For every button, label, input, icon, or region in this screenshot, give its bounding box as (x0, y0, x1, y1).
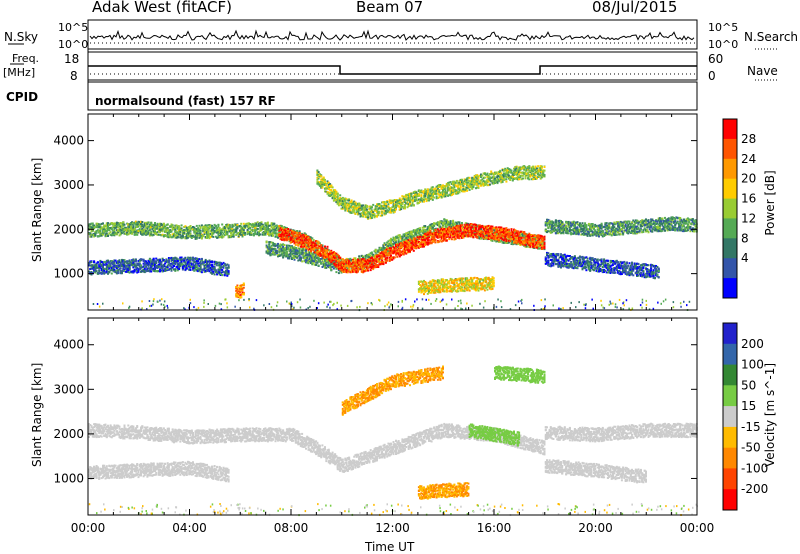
power-cell-band-0 (177, 236, 179, 238)
power-cell-band-0 (207, 231, 209, 233)
power-cell-band-0 (92, 223, 94, 225)
freq-trace (88, 66, 697, 74)
power-cell-band-0 (452, 220, 454, 222)
power-cell-band-0 (190, 225, 192, 227)
power-cell-band-0 (132, 226, 134, 228)
power-cell-band-0 (433, 225, 435, 227)
nsky-trace (90, 31, 694, 40)
power-cell-band-0 (134, 228, 136, 230)
power-cell-band-0 (154, 222, 156, 224)
power-cell-band-0 (150, 231, 152, 233)
power-cell-band-0 (267, 222, 269, 224)
power-cell-band-0 (196, 225, 198, 227)
power-cell-band-1 (111, 273, 113, 275)
power-cell-band-0 (215, 225, 217, 227)
power-cell-band-0 (229, 224, 231, 226)
power-cell-band-0 (99, 230, 101, 232)
power-cell-band-0 (240, 223, 242, 225)
power-cell-band-0 (214, 227, 216, 229)
power-cell-band-0 (358, 255, 360, 257)
power-cell-band-0 (461, 222, 463, 224)
power-cell-band-0 (273, 223, 275, 225)
power-cell-band-0 (174, 227, 176, 229)
power-cell-band-1 (96, 270, 98, 272)
power-cell-band-0 (272, 235, 274, 237)
power-cell-band-0 (375, 251, 377, 253)
power-cell-band-0 (244, 232, 246, 234)
power-cell-band-0 (102, 222, 104, 224)
power-cell-band-0 (371, 252, 373, 254)
power-cell-band-0 (200, 226, 202, 228)
power-cell-band-1 (115, 260, 117, 262)
power-cell-band-0 (450, 220, 452, 222)
power-cell-band-0 (259, 234, 261, 236)
power-cell-band-1 (97, 262, 99, 264)
power-cell-band-0 (200, 231, 202, 233)
power-cell-band-0 (94, 234, 96, 236)
power-cell-band-0 (178, 225, 180, 227)
power-cell-band-0 (122, 221, 124, 223)
power-cell-band-0 (243, 229, 245, 231)
power-cell-band-0 (419, 227, 421, 229)
power-cell-band-0 (183, 232, 185, 234)
power-cell-band-1 (96, 264, 98, 266)
power-cell-band-0 (141, 221, 143, 223)
power-cell-band-0 (124, 224, 126, 226)
power-cell-band-0 (313, 239, 315, 241)
power-cell-band-0 (148, 221, 150, 223)
nsky-panel-frame (88, 20, 697, 49)
power-cell-band-0 (236, 227, 238, 229)
power-cell-band-0 (108, 229, 110, 231)
power-cell-band-0 (167, 223, 169, 225)
power-cell-band-1 (117, 272, 119, 274)
power-cell-band-0 (171, 231, 173, 233)
power-cell-band-1 (119, 259, 121, 261)
power-cell-band-0 (233, 236, 235, 238)
power-cell-band-0 (395, 239, 397, 241)
power-cell-band-0 (442, 226, 444, 228)
power-cell-band-0 (413, 235, 415, 237)
power-cell-band-0 (233, 234, 235, 236)
power-cell-band-0 (250, 232, 252, 234)
power-cell-band-0 (162, 230, 164, 232)
power-cell-band-0 (243, 223, 245, 225)
power-cell-band-0 (459, 221, 461, 223)
cpid-panel-frame (88, 82, 697, 110)
power-cell-band-0 (221, 224, 223, 226)
power-data-layer (88, 165, 698, 311)
power-cell-band-0 (249, 227, 251, 229)
power-cell-band-0 (235, 230, 237, 232)
power-cell-band-0 (424, 225, 426, 227)
power-cell-band-1 (93, 261, 95, 263)
power-cell-band-0 (217, 224, 219, 226)
power-cell-band-0 (226, 233, 228, 235)
power-cell-band-0 (107, 235, 109, 237)
power-cell-band-1 (91, 261, 93, 263)
power-cell-band-0 (181, 224, 183, 226)
power-cell-band-0 (102, 234, 104, 236)
power-cell-band-0 (212, 236, 214, 238)
power-cell-band-0 (219, 227, 221, 229)
power-cell-band-0 (196, 236, 198, 238)
power-cell-band-0 (257, 228, 259, 230)
power-cell-band-0 (311, 237, 313, 239)
power-cell-band-0 (136, 234, 138, 236)
power-cell-band-0 (169, 234, 171, 236)
chart-canvas: 1000200030004000 282420161284100020003000… (0, 0, 800, 554)
power-cell-band-0 (110, 231, 112, 233)
